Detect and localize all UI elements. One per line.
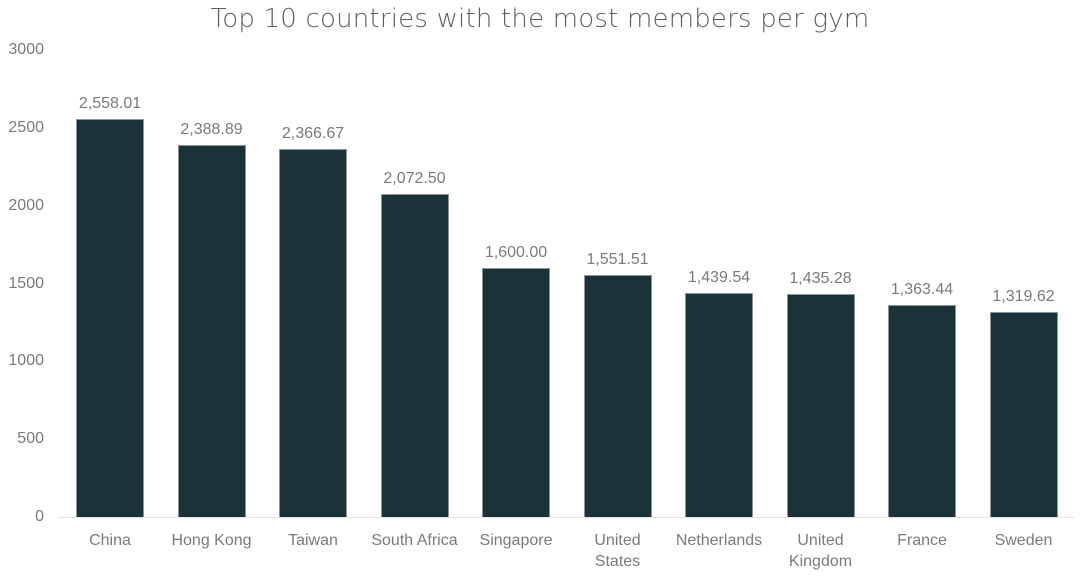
- bar-taiwan: [279, 148, 347, 517]
- category-label-line: United: [594, 532, 641, 549]
- bar-value-label: 2,388.89: [180, 121, 243, 139]
- y-axis-tick-label: 0: [35, 508, 44, 525]
- x-axis-category-label: United States: [562, 530, 674, 572]
- x-axis-category-label: China: [54, 530, 166, 551]
- y-axis-tick-label: 500: [17, 430, 44, 448]
- x-axis-category-label: Hong Kong: [156, 530, 268, 551]
- category-label-line: China: [89, 532, 131, 549]
- x-axis-category-label: South Africa: [359, 530, 471, 551]
- y-axis-tick-label: 2500: [8, 118, 44, 136]
- bar-value-label: 1,435.28: [789, 269, 852, 287]
- category-label-line: South Africa: [371, 532, 458, 549]
- bar-value-label: 1,551.51: [586, 251, 649, 269]
- bar-value-label: 2,558.01: [78, 94, 142, 112]
- bar-netherlands: [685, 292, 753, 517]
- y-axis-tick-label: 1000: [8, 352, 44, 370]
- category-label-line: Hong Kong: [171, 532, 252, 549]
- x-axis-category-label: Sweden: [968, 530, 1080, 551]
- x-axis-category-label: France: [866, 530, 978, 551]
- y-axis-tick-label: 3000: [8, 41, 44, 58]
- category-label-line: United: [797, 532, 844, 549]
- bar-value-label: 1,363.44: [890, 280, 954, 298]
- category-label-line: France: [897, 532, 947, 549]
- category-label-line: Kingdom: [788, 553, 853, 570]
- category-label-line: Singapore: [479, 532, 553, 549]
- bar-france: [888, 304, 956, 517]
- bar-united-states: [583, 275, 652, 517]
- bar-china: [76, 118, 144, 517]
- bar-value-label: 1,319.62: [992, 287, 1055, 305]
- x-axis-category-label: Taiwan: [257, 530, 369, 551]
- bar-sweden: [989, 311, 1058, 517]
- x-axis-baseline: [58, 517, 1074, 518]
- bar-hong-kong: [177, 145, 246, 517]
- bar-value-label: 1,600.00: [484, 243, 548, 261]
- x-axis-category-label: Netherlands: [663, 530, 775, 551]
- x-axis-category-label: Singapore: [460, 530, 572, 551]
- bar-value-label: 2,366.67: [281, 124, 345, 142]
- bar-singapore: [482, 267, 550, 517]
- bar-south-africa: [380, 194, 449, 517]
- bar-value-label: 2,072.50: [383, 170, 446, 188]
- chart-title: Top 10 countries with the most members p…: [210, 4, 870, 34]
- bar-value-label: 1,439.54: [687, 268, 751, 286]
- y-axis-tick-label: 2000: [8, 196, 44, 214]
- category-label-line: States: [594, 553, 641, 570]
- category-label-line: Netherlands: [675, 532, 763, 549]
- bar-united-kingdom: [786, 293, 855, 517]
- y-axis-tick-label: 1500: [8, 274, 44, 292]
- category-label-line: Taiwan: [288, 532, 338, 549]
- category-label-line: Sweden: [994, 532, 1053, 549]
- x-axis-category-label: United Kingdom: [765, 530, 877, 572]
